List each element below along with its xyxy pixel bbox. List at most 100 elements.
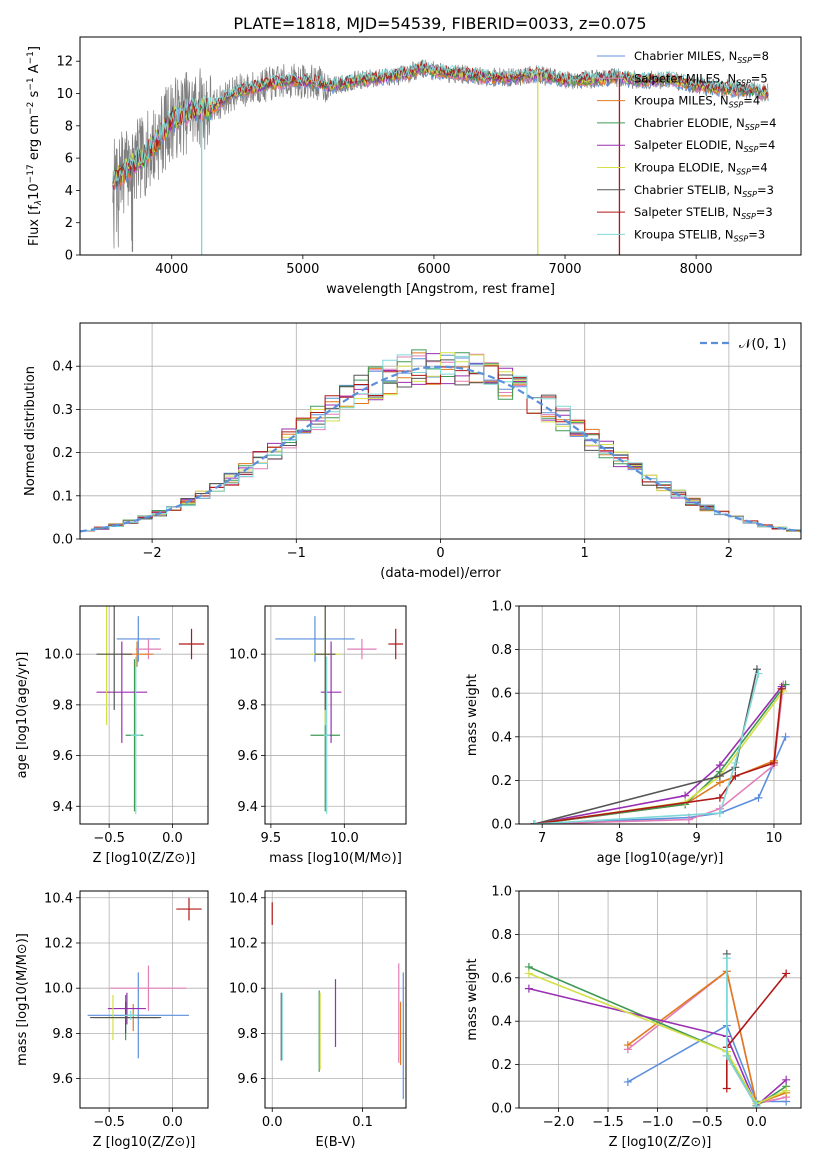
legend-sub: SSP bbox=[741, 212, 756, 221]
axes-frame bbox=[264, 605, 407, 825]
panel-weight_vs_age: 7 8 9 10 0.0 0.2 0.4 0.6 0.8 1.0 age [log10(age/yr… bbox=[465, 600, 802, 866]
x-axis-label: wavelength [Angstrom, rest frame] bbox=[326, 282, 555, 297]
y-tick-label: 0.3 bbox=[52, 403, 73, 418]
y-axis-label-part: −17 bbox=[26, 164, 36, 183]
y-tick-label: 0.0 bbox=[491, 818, 512, 833]
y-tick-label: 10.0 bbox=[44, 982, 73, 997]
y-tick-label: 9.6 bbox=[237, 1072, 258, 1087]
y-tick-label: 4 bbox=[65, 184, 73, 199]
weight-marker bbox=[722, 1051, 731, 1060]
y-tick-label: 0.0 bbox=[52, 533, 73, 548]
panel-age_vs_mass: 9.5 10.0 9.4 9.6 9.8 10.0 mass [log10(M/M⊙)] bbox=[229, 605, 407, 866]
weight-marker bbox=[722, 954, 731, 963]
legend-entry: Salpeter STELIB, NSSP=3 bbox=[634, 205, 773, 221]
y-tick-label: 10.4 bbox=[44, 891, 73, 906]
data-point bbox=[90, 1001, 162, 1034]
legend-sub: SSP bbox=[734, 234, 749, 243]
legend-label: Kroupa MILES, N bbox=[634, 94, 729, 108]
legend-value: =4 bbox=[758, 138, 775, 152]
x-tick-label: −1.0 bbox=[642, 1115, 674, 1130]
x-tick-label: 2 bbox=[725, 546, 733, 561]
legend-sub: SSP bbox=[736, 78, 751, 87]
weight-marker bbox=[684, 815, 693, 824]
panel-weight_vs_Z: −2.0 −1.5 −1.0 −0.5 0.0 0.0 0.2 0.4 0.6 0.8 1.0 Z [… bbox=[465, 885, 802, 1150]
weight-marker bbox=[782, 1086, 791, 1095]
y-tick-label: 0.2 bbox=[52, 446, 73, 461]
x-tick-label: 8000 bbox=[680, 262, 713, 277]
x-tick-label: 10 bbox=[766, 831, 783, 846]
data-point bbox=[323, 656, 330, 814]
spectrum-data-line bbox=[112, 59, 769, 249]
y-axis-label-part: 10 bbox=[27, 183, 42, 200]
weight-marker bbox=[524, 969, 533, 978]
x-tick-label: −0.5 bbox=[691, 1115, 723, 1130]
data-point bbox=[130, 656, 141, 814]
weight-marker bbox=[752, 665, 761, 674]
y-tick-label: 10.2 bbox=[44, 936, 73, 951]
axes-frame bbox=[264, 890, 407, 1109]
axes-frame bbox=[518, 605, 802, 825]
data-point bbox=[178, 628, 205, 660]
weight-marker bbox=[781, 732, 790, 741]
y-tick-label: 10.2 bbox=[229, 936, 258, 951]
y-tick-label: 0.0 bbox=[491, 1102, 512, 1117]
legend-entry: Kroupa ELODIE, NSSP=4 bbox=[634, 161, 768, 177]
normal-curve bbox=[80, 365, 801, 533]
legend-sub: SSP bbox=[736, 168, 751, 177]
weight-marker bbox=[769, 758, 778, 767]
plot-area bbox=[80, 891, 208, 1108]
axes-frame bbox=[79, 36, 802, 256]
x-tick-label: 6000 bbox=[417, 262, 450, 277]
x-tick-label: 7 bbox=[538, 831, 546, 846]
y-tick-label: 6 bbox=[65, 152, 73, 167]
legend-entry: Chabrier ELODIE, NSSP=4 bbox=[634, 116, 776, 132]
weight-marker bbox=[623, 1041, 632, 1050]
x-tick-label: 5000 bbox=[286, 262, 319, 277]
y-tick-label: 9.6 bbox=[52, 1072, 73, 1087]
histogram-series bbox=[80, 354, 801, 531]
y-tick-label: 10.4 bbox=[229, 891, 258, 906]
y-tick-label: 10.0 bbox=[229, 648, 258, 663]
weight-series-line bbox=[534, 673, 760, 824]
y-tick-label: 9.8 bbox=[52, 1027, 73, 1042]
panel-mass_vs_ebv: 0.0 0.1 9.6 9.8 10.0 10.2 10.4 E(B-V) bbox=[229, 890, 407, 1150]
legend-entry: Salpeter ELODIE, NSSP=4 bbox=[634, 138, 775, 154]
data-point bbox=[176, 897, 202, 921]
x-tick-label: 4000 bbox=[155, 262, 188, 277]
histogram-series bbox=[80, 352, 801, 532]
weight-marker bbox=[715, 761, 724, 770]
y-tick-label: 10 bbox=[56, 87, 73, 102]
x-axis-label: mass [log10(M/M⊙)] bbox=[269, 851, 402, 866]
legend-value: =3 bbox=[757, 183, 774, 197]
y-axis-label-part: ] bbox=[27, 46, 42, 51]
figure-title: PLATE=1818, MJD=54539, FIBERID=0033, z=0… bbox=[233, 14, 646, 33]
y-tick-label: 8 bbox=[65, 119, 73, 134]
plot-area bbox=[80, 606, 208, 824]
x-axis-label: Z [log10(Z/Z⊙)] bbox=[93, 1135, 196, 1150]
legend-label: 𝒩(0, 1) bbox=[739, 337, 786, 352]
x-axis-label: E(B-V) bbox=[315, 1135, 355, 1150]
y-tick-label: 12 bbox=[56, 55, 73, 70]
panel-residuals: −2 −1 0 1 2 0.0 0.1 0.2 0.3 0.4 (data-model)/error… bbox=[23, 322, 802, 581]
legend-sub: SSP bbox=[745, 123, 760, 132]
x-tick-label: 0.0 bbox=[162, 831, 183, 846]
y-tick-label: 9.6 bbox=[237, 749, 258, 764]
x-tick-label: 10.0 bbox=[330, 831, 359, 846]
legend-label: Salpeter STELIB, N bbox=[634, 205, 741, 219]
x-axis-label: (data-model)/error bbox=[380, 566, 501, 581]
y-tick-label: 9.8 bbox=[237, 1027, 258, 1042]
legend-label: Kroupa STELIB, N bbox=[634, 227, 734, 241]
weight-marker bbox=[782, 969, 791, 978]
y-tick-label: 0.8 bbox=[491, 928, 512, 943]
weight-series-line bbox=[627, 1024, 787, 1103]
legend-value: =4 bbox=[751, 161, 768, 175]
y-axis-label-part: λ bbox=[34, 200, 44, 206]
plot-area bbox=[265, 891, 406, 1108]
data-point bbox=[135, 638, 162, 660]
panel-age_vs_Z: −0.5 0.0 9.4 9.6 9.8 10.0 Z [log10(Z/Z⊙)] age [… bbox=[15, 605, 209, 866]
weight-marker bbox=[715, 809, 724, 818]
legend-label: Chabrier ELODIE, N bbox=[634, 116, 745, 130]
legend-value: =5 bbox=[751, 71, 768, 85]
y-tick-label: 0.8 bbox=[491, 643, 512, 658]
plot-area bbox=[80, 323, 801, 539]
